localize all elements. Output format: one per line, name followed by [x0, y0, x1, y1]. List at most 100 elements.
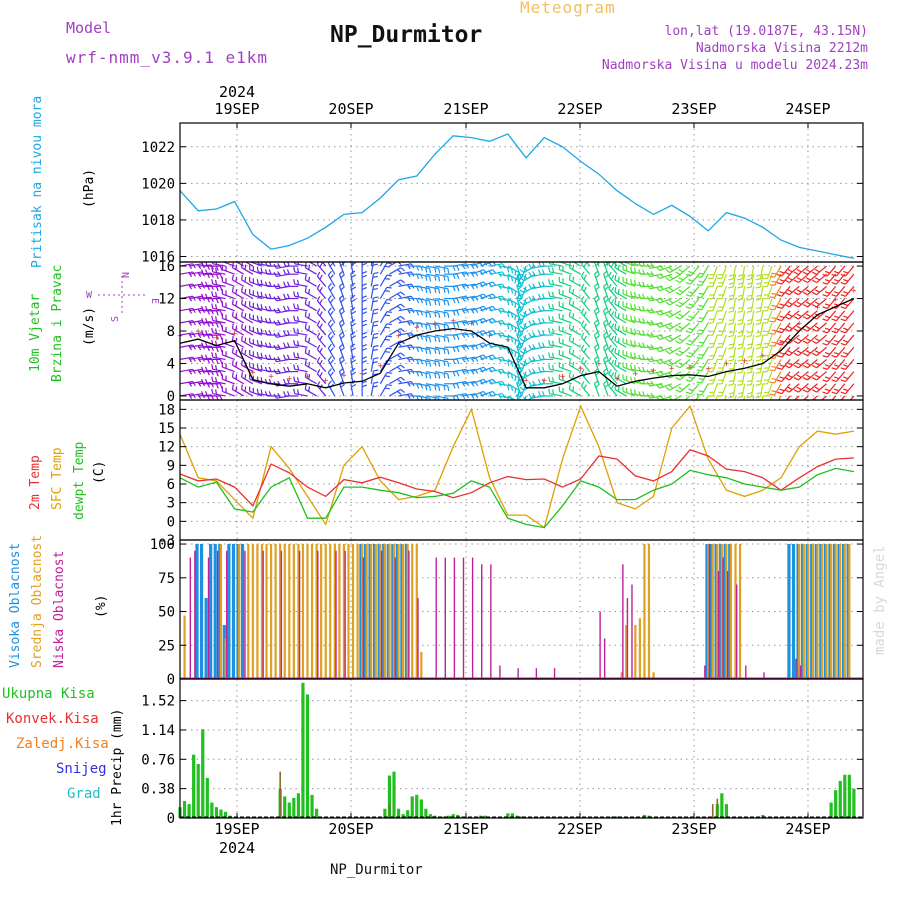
wind-barb-feather: [293, 339, 296, 346]
wind-barb: [434, 383, 448, 387]
wind-barb-feather: [416, 273, 420, 280]
wind-barb-feather: [316, 369, 321, 375]
wind-barb-feather: [327, 343, 332, 349]
wind-barb-feather: [396, 281, 402, 286]
wind-barb-feather: [507, 348, 510, 354]
wind-barb-feather: [538, 281, 541, 287]
wind-barb: [489, 283, 503, 287]
wind-barb: [712, 371, 718, 385]
wind-barb-feather: [608, 381, 612, 387]
wind-barb-feather: [479, 262, 484, 268]
wind-barb: [826, 265, 837, 277]
wind-barb: [249, 354, 263, 360]
wind-barb-feather: [428, 349, 432, 355]
wind-barb-feather: [698, 305, 704, 308]
wind-barb: [622, 342, 636, 348]
wind-barb-feather: [452, 383, 456, 389]
wind-barb: [759, 347, 764, 361]
wind-barb: [781, 334, 791, 346]
wind-barb-feather: [447, 337, 450, 343]
wind-barb-feather: [814, 325, 820, 330]
wind-barb-feather: [273, 357, 277, 362]
wind-barb: [316, 300, 327, 312]
wind-barb-feather: [456, 347, 460, 353]
precip-total-bar: [843, 774, 847, 818]
wind-barb: [741, 322, 746, 336]
wind-barb-feather: [211, 352, 214, 358]
wind-barb: [249, 342, 263, 348]
wind-barb: [316, 276, 327, 287]
wind-barb: [774, 334, 782, 347]
wind-barb: [350, 262, 354, 275]
wind-barb-feather: [532, 344, 536, 350]
wind-barb-feather: [319, 299, 323, 305]
wind-barb-feather: [244, 386, 247, 392]
wind-barb-feather: [608, 356, 612, 362]
wind-gust-marker: +: [396, 331, 402, 341]
wind-barb-feather: [296, 267, 300, 273]
wind-barb-feather: [633, 267, 637, 273]
wind-barb: [721, 383, 727, 397]
wind-barb-feather: [572, 362, 575, 368]
page-title: NP_Durmitor: [330, 22, 483, 48]
wind-barb: [232, 388, 245, 397]
wind-barb-feather: [373, 320, 379, 323]
wind-barb: [603, 346, 609, 360]
wind-barb-feather: [384, 265, 390, 268]
wind-barb: [425, 265, 439, 269]
wind-barb-feather: [447, 268, 450, 274]
wind-barb-feather: [678, 268, 684, 273]
wind-barb-feather: [201, 366, 204, 372]
wind-barb-feather: [814, 362, 820, 366]
wind-barb: [453, 263, 467, 267]
wind-barb-feather: [215, 389, 218, 395]
wind-barb-feather: [286, 366, 290, 372]
wind-barb: [498, 346, 512, 351]
wind-barb: [507, 298, 520, 306]
wind-barb-feather: [538, 378, 541, 384]
wind-barb-feather: [215, 316, 218, 322]
wind-barb-feather: [642, 305, 646, 311]
wind-barb: [807, 298, 818, 308]
wind-barb: [614, 340, 627, 348]
wind-barb-feather: [538, 305, 541, 311]
wind-barb: [608, 349, 618, 360]
model-label: Model: [66, 19, 112, 37]
wind-barb: [507, 273, 520, 282]
wind-barb: [321, 262, 327, 267]
wind-barb-feather: [541, 318, 545, 324]
wind-barb-feather: [510, 276, 514, 282]
wind-barb-feather: [805, 350, 811, 354]
wind-barb: [712, 310, 718, 324]
wind-gust-marker: +: [833, 295, 839, 305]
wind-barb: [398, 380, 412, 385]
wind-barb-feather: [728, 322, 734, 326]
wind-barb-feather: [400, 267, 405, 272]
wind-barb-feather: [201, 391, 204, 397]
wind-barb: [370, 383, 375, 397]
wind-barb-feather: [614, 347, 617, 354]
wind-barb: [569, 340, 581, 348]
wind-barb-feather: [532, 319, 536, 325]
wind-barb-feather: [755, 359, 761, 362]
precip-total-bar: [196, 763, 200, 818]
wind-barb: [232, 328, 245, 336]
wind-barb: [798, 383, 809, 393]
wind-barb-feather: [507, 373, 510, 379]
wind-barb: [690, 346, 700, 358]
wind-barb: [471, 305, 484, 312]
wind-barb-feather: [425, 348, 428, 354]
wind-barb: [622, 366, 636, 373]
wind-barb: [350, 358, 354, 372]
wind-barb-feather: [824, 291, 831, 294]
wind-barb: [212, 320, 226, 324]
wind-barb-feather: [650, 356, 655, 362]
wind-barb-feather: [523, 267, 528, 272]
wind-barb-feather: [840, 318, 846, 322]
wind-barb: [370, 297, 375, 311]
wind-barb-feather: [400, 328, 405, 333]
wind-barb: [453, 271, 467, 275]
wind-barb-feather: [434, 336, 437, 342]
wind-barb-feather: [461, 320, 466, 326]
wind-barb-feather: [204, 342, 208, 348]
